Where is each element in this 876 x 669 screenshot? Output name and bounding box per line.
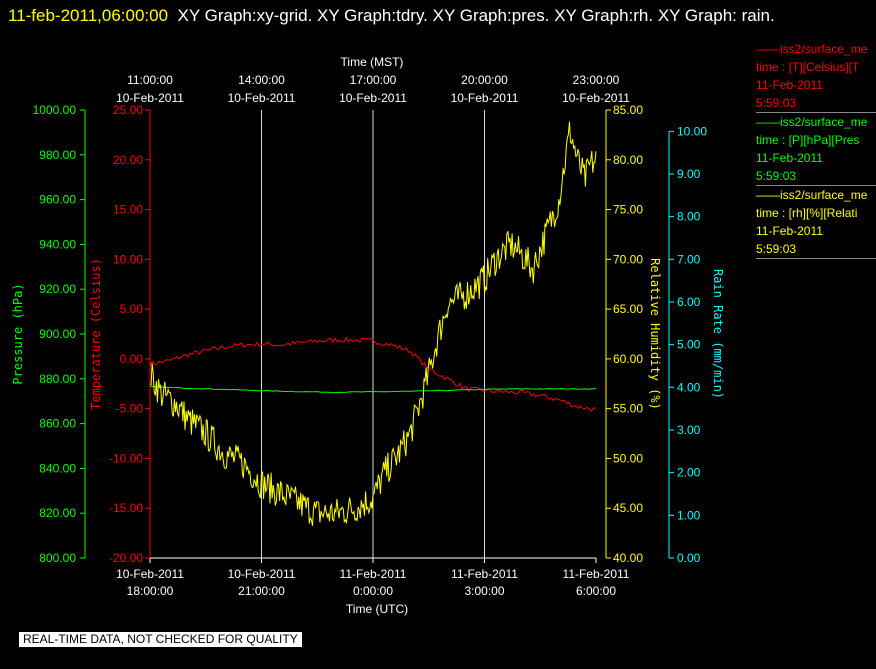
temperature-tick-label: -5.00 — [116, 402, 144, 416]
x-top-tick-label-time: 20:00:00 — [461, 73, 508, 87]
pressure-tick-label: 820.00 — [39, 506, 76, 520]
title-graph-list: XY Graph:xy-grid. XY Graph:tdry. XY Grap… — [177, 6, 775, 25]
rain-tick-label: 8.00 — [677, 210, 701, 224]
x-top-tick-label-time: 11:00:00 — [127, 73, 173, 87]
pressure-tick-label: 840.00 — [39, 461, 76, 475]
pressure-tick-label: 860.00 — [39, 417, 76, 431]
legend-entry-temperature: ——iss2/surface_me time : [T][Celsius][T … — [756, 40, 876, 113]
rain-tick-label: 5.00 — [677, 338, 701, 352]
legend-line: time : [T][Celsius][T — [756, 60, 860, 74]
x-tick-label-date: 10-Feb-2011 — [228, 567, 296, 581]
x-top-tick-label-time: 14:00:00 — [238, 73, 285, 87]
legend-line: time : [P][hPa][Pres — [756, 133, 860, 147]
legend-line: 5:59:03 — [756, 96, 797, 110]
rain-tick-label: 1.00 — [677, 508, 701, 522]
humidity-tick-label: 50.00 — [613, 451, 643, 465]
legend-line: 5:59:03 — [756, 242, 797, 256]
x-top-tick-label-time: 23:00:00 — [573, 73, 620, 87]
quality-notice: REAL-TIME DATA, NOT CHECKED FOR QUALITY — [19, 632, 302, 647]
temperature-series-line — [149, 336, 597, 412]
temperature-tick-label: -10.00 — [109, 451, 143, 465]
x-top-tick-label-date: 10-Feb-2011 — [339, 91, 407, 105]
humidity-tick-label: 60.00 — [613, 352, 643, 366]
legend-line: 11-Feb-2011 — [756, 151, 823, 165]
temperature-tick-label: 10.00 — [113, 252, 143, 266]
humidity-series-line — [149, 121, 597, 526]
pressure-tick-label: 800.00 — [39, 551, 76, 565]
legend-entry-pressure: ——iss2/surface_me time : [P][hPa][Pres 1… — [756, 113, 876, 186]
x-top-axis-title: Time (MST) — [341, 55, 404, 69]
humidity-tick-label: 80.00 — [613, 153, 643, 167]
legend-line: 11-Feb-2011 — [756, 224, 823, 238]
legend-entry-humidity: ——iss2/surface_me time : [rh][%][Relati … — [756, 186, 876, 259]
humidity-tick-label: 70.00 — [613, 252, 643, 266]
rain-tick-label: 3.00 — [677, 423, 701, 437]
x-tick-label-date: 11-Feb-2011 — [563, 567, 630, 581]
x-tick-label-time: 18:00:00 — [127, 584, 174, 598]
pressure-tick-label: 920.00 — [39, 282, 76, 296]
pressure-tick-label: 960.00 — [39, 193, 76, 207]
legend-line: ——iss2/surface_me — [756, 115, 868, 129]
pressure-series-line — [149, 385, 597, 394]
temperature-tick-label: 15.00 — [113, 203, 143, 217]
pressure-tick-label: 900.00 — [39, 327, 76, 341]
temperature-tick-label: 5.00 — [120, 302, 144, 316]
humidity-tick-label: 65.00 — [613, 302, 643, 316]
legend: ——iss2/surface_me time : [T][Celsius][T … — [756, 40, 876, 259]
humidity-tick-label: 45.00 — [613, 501, 643, 515]
rain-tick-label: 0.00 — [677, 551, 701, 565]
x-tick-label-time: 6:00:00 — [576, 584, 616, 598]
window-title: 11-feb-2011,06:00:00 XY Graph:xy-grid. X… — [8, 2, 858, 29]
rain-tick-label: 7.00 — [677, 252, 701, 266]
humidity-tick-label: 75.00 — [613, 203, 643, 217]
x-tick-label-date: 10-Feb-2011 — [116, 567, 184, 581]
axes — [80, 109, 674, 563]
temperature-tick-label: 20.00 — [113, 153, 143, 167]
x-tick-label-time: 3:00:00 — [464, 584, 504, 598]
temperature-axis-title: Temperature (Celsius) — [89, 258, 103, 410]
humidity-axis-title: Relative Humidity (%) — [648, 258, 662, 410]
temperature-tick-label: 0.00 — [120, 352, 144, 366]
x-top-tick-label-date: 10-Feb-2011 — [451, 91, 519, 105]
title-date: 11-feb-2011,06:00:00 — [8, 6, 169, 25]
rain-tick-label: 9.00 — [677, 167, 701, 181]
pressure-tick-label: 1000.00 — [33, 103, 77, 117]
humidity-tick-label: 40.00 — [613, 551, 643, 565]
x-tick-label-date: 11-Feb-2011 — [451, 567, 518, 581]
legend-line: ——iss2/surface_me — [756, 188, 868, 202]
legend-line: ——iss2/surface_me — [756, 42, 868, 56]
rain-tick-label: 2.00 — [677, 466, 701, 480]
temperature-tick-label: -20.00 — [109, 551, 143, 565]
series-lines — [149, 121, 597, 526]
temperature-tick-label: 25.00 — [113, 103, 143, 117]
humidity-tick-label: 85.00 — [613, 103, 643, 117]
humidity-tick-label: 55.00 — [613, 402, 643, 416]
x-top-tick-label-date: 10-Feb-2011 — [116, 91, 184, 105]
legend-line: 5:59:03 — [756, 169, 797, 183]
x-tick-label-time: 21:00:00 — [238, 584, 285, 598]
legend-line: time : [rh][%][Relati — [756, 206, 858, 220]
x-top-tick-label-date: 10-Feb-2011 — [562, 91, 630, 105]
pressure-tick-label: 880.00 — [39, 372, 76, 386]
x-tick-label-time: 0:00:00 — [353, 584, 393, 598]
pressure-axis-title: Pressure (hPa) — [11, 283, 25, 384]
rain-tick-label: 10.00 — [677, 124, 707, 138]
temperature-tick-label: -15.00 — [109, 501, 143, 515]
rain-tick-label: 6.00 — [677, 295, 701, 309]
x-bottom-axis-title: Time (UTC) — [346, 602, 408, 616]
x-top-tick-label-date: 10-Feb-2011 — [228, 91, 296, 105]
x-tick-label-date: 11-Feb-2011 — [340, 567, 407, 581]
pressure-tick-label: 940.00 — [39, 237, 76, 251]
x-top-tick-label-time: 17:00:00 — [350, 73, 397, 87]
rain-tick-label: 4.00 — [677, 380, 701, 394]
rain-axis-title: Rain Rate (mm/min) — [711, 269, 725, 399]
pressure-tick-label: 980.00 — [39, 148, 76, 162]
legend-line: 11-Feb-2011 — [756, 78, 823, 92]
tick-labels: 10-Feb-2011 18:00:00 10-Feb-2011 21:00:00 11… — [33, 73, 708, 598]
